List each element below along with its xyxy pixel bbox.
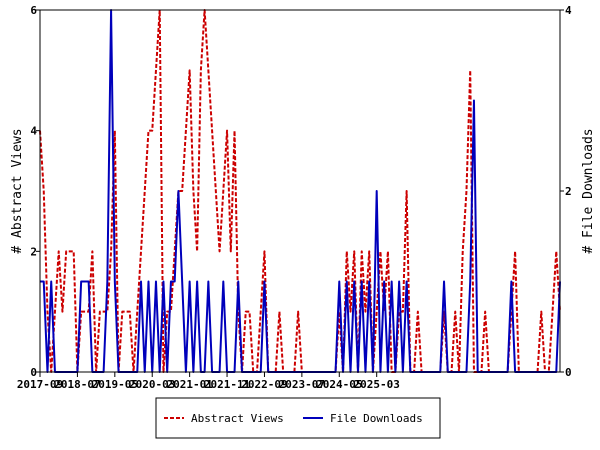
y-axis-right: 0 2 4 [560, 4, 572, 379]
y-right-tick-label: 2 [565, 185, 572, 198]
x-tick-label: 2023-07 [279, 378, 325, 391]
x-tick-label: 2021-01 [166, 378, 213, 391]
x-tick-label: 2020-03 [129, 378, 175, 391]
x-tick-label: 2018-07 [54, 378, 100, 391]
y-left-tick-label: 2 [30, 245, 37, 258]
x-tick-label: 2021-11 [204, 378, 251, 391]
series-line-abstract-views [39, 9, 561, 373]
y-axis-left: 0 2 4 6 [30, 4, 40, 379]
x-tick-label: 2022-09 [241, 378, 287, 391]
legend-label-file-downloads: File Downloads [330, 412, 423, 425]
y-axis-right-title: # File Downloads [581, 128, 596, 253]
legend-label-abstract-views: Abstract Views [191, 412, 284, 425]
y-axis-left-title: # Abstract Views [10, 128, 25, 253]
y-right-tick-label: 0 [565, 366, 572, 379]
y-left-tick-label: 0 [30, 366, 37, 379]
x-tick-label: 2017-09 [17, 378, 63, 391]
y-left-tick-label: 6 [30, 4, 37, 17]
x-tick-label: 2025-03 [354, 378, 400, 391]
x-axis: 2017-092018-072019-052020-032021-012021-… [17, 372, 400, 391]
legend-box [155, 397, 441, 439]
x-tick-label: 2024-05 [316, 378, 362, 391]
legend: Abstract Views File Downloads [155, 397, 441, 439]
y-left-tick-label: 4 [30, 125, 37, 138]
y-right-tick-label: 4 [565, 4, 572, 17]
x-tick-label: 2019-05 [92, 378, 138, 391]
